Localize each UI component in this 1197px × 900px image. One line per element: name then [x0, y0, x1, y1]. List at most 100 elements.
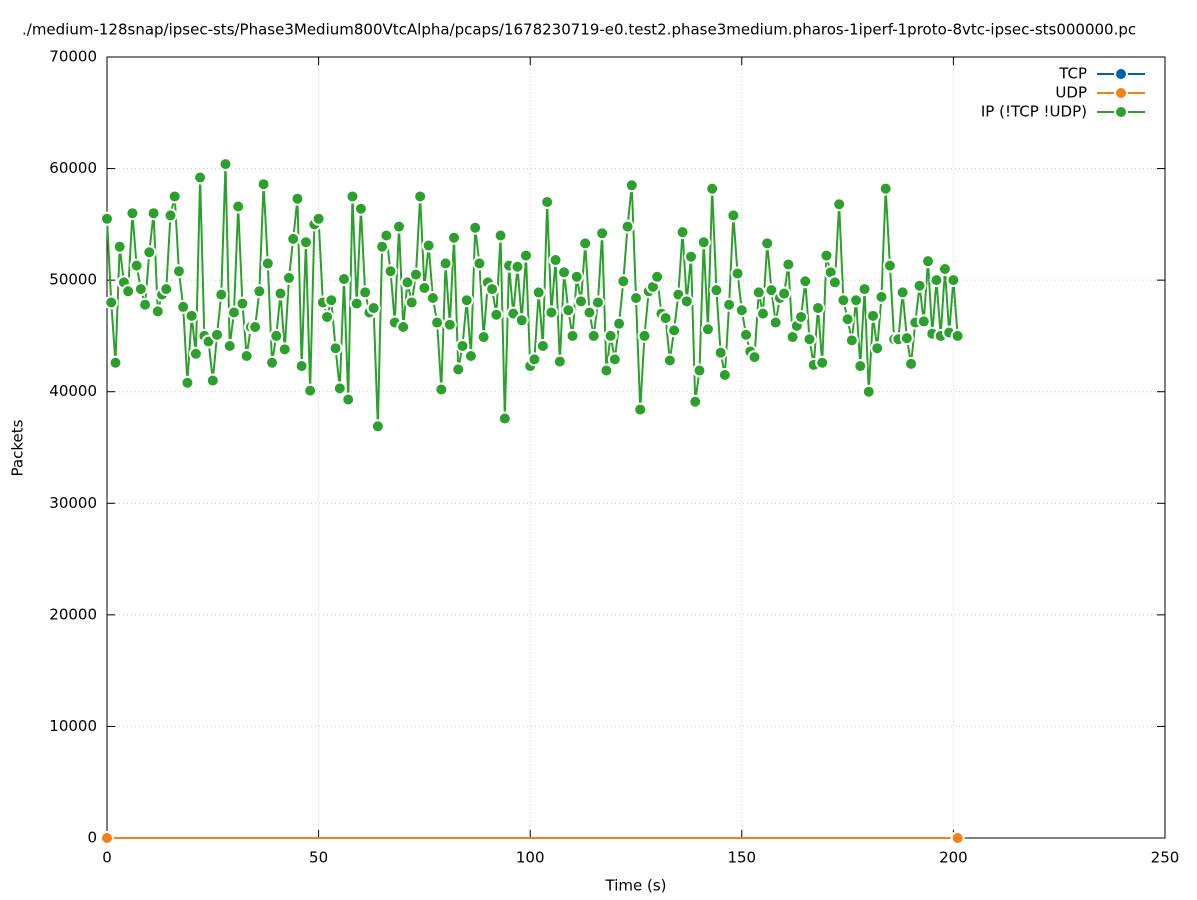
data-point — [324, 293, 339, 308]
data-point — [396, 320, 411, 335]
data-point — [705, 181, 720, 196]
data-point — [286, 231, 301, 246]
y-tick-label: 30000 — [49, 494, 97, 512]
data-point — [768, 315, 783, 330]
data-point — [612, 316, 627, 331]
legend-label: UDP — [1055, 84, 1087, 102]
data-point — [810, 301, 825, 316]
data-point — [561, 303, 576, 318]
data-point — [624, 178, 639, 193]
data-point — [100, 831, 114, 845]
data-point — [366, 301, 381, 316]
data-point — [146, 206, 161, 221]
data-point — [620, 219, 635, 234]
data-point — [129, 258, 144, 273]
data-point — [836, 293, 851, 308]
data-point — [497, 411, 512, 426]
data-point — [281, 270, 296, 285]
data-point — [861, 384, 876, 399]
x-tick-label: 0 — [102, 849, 112, 867]
data-point — [430, 315, 445, 330]
data-point — [815, 355, 830, 370]
data-point — [108, 355, 123, 370]
data-point — [121, 284, 136, 299]
data-point — [180, 375, 195, 390]
data-point — [662, 353, 677, 368]
data-point — [133, 282, 148, 297]
data-point — [413, 189, 428, 204]
y-tick-label: 40000 — [49, 382, 97, 400]
data-point — [916, 314, 931, 329]
data-point — [552, 354, 567, 369]
data-point — [226, 305, 241, 320]
data-point — [688, 394, 703, 409]
data-point — [921, 254, 936, 269]
data-point — [870, 341, 885, 356]
data-point — [764, 283, 779, 298]
data-point — [404, 295, 419, 310]
data-point — [709, 283, 724, 298]
data-point — [193, 170, 208, 185]
data-point — [468, 220, 483, 235]
data-point — [438, 256, 453, 271]
data-point — [629, 290, 643, 305]
data-point — [882, 258, 897, 273]
data-point — [717, 367, 732, 382]
data-point — [125, 206, 140, 221]
data-point — [607, 352, 622, 367]
data-point — [929, 273, 944, 288]
data-point — [425, 290, 440, 305]
data-point — [485, 282, 500, 297]
data-point — [734, 303, 749, 318]
data-point — [434, 382, 449, 397]
data-point — [844, 333, 859, 348]
data-point — [946, 273, 961, 288]
data-point — [904, 356, 919, 371]
data-point — [392, 219, 407, 234]
data-point — [400, 275, 415, 290]
data-point — [590, 295, 605, 310]
data-point — [104, 295, 119, 310]
data-point — [514, 313, 529, 328]
y-tick-label: 50000 — [49, 271, 97, 289]
data-point — [459, 293, 474, 308]
data-point — [298, 235, 313, 250]
data-point — [277, 342, 292, 357]
data-point — [531, 285, 546, 300]
data-point — [493, 228, 508, 243]
data-point — [544, 305, 559, 320]
data-point — [667, 323, 682, 338]
data-point — [540, 195, 555, 210]
y-axis-label: Packets — [9, 419, 27, 476]
data-point — [265, 355, 280, 370]
y-tick-label: 60000 — [49, 159, 97, 177]
data-point — [781, 257, 796, 272]
data-point — [518, 248, 533, 263]
data-point — [937, 261, 952, 276]
data-point — [599, 363, 614, 378]
y-tick-label: 10000 — [49, 717, 97, 735]
x-axis-label: Time (s) — [605, 877, 667, 895]
data-point — [167, 189, 182, 204]
data-point — [379, 228, 394, 243]
data-point — [726, 208, 741, 223]
data-point — [840, 312, 855, 327]
data-point — [650, 269, 665, 284]
data-point — [832, 197, 847, 212]
data-point — [328, 341, 343, 356]
data-point — [755, 306, 770, 321]
data-point — [557, 265, 572, 280]
data-point — [260, 256, 275, 271]
data-point — [417, 280, 432, 295]
data-point — [700, 322, 715, 337]
data-point — [878, 181, 893, 196]
data-point — [857, 282, 872, 297]
data-point — [138, 297, 153, 312]
data-point — [569, 269, 584, 284]
data-point — [320, 309, 335, 324]
data-point — [739, 327, 754, 342]
data-point — [447, 230, 462, 245]
x-tick-label: 200 — [939, 849, 968, 867]
data-point — [713, 345, 728, 360]
